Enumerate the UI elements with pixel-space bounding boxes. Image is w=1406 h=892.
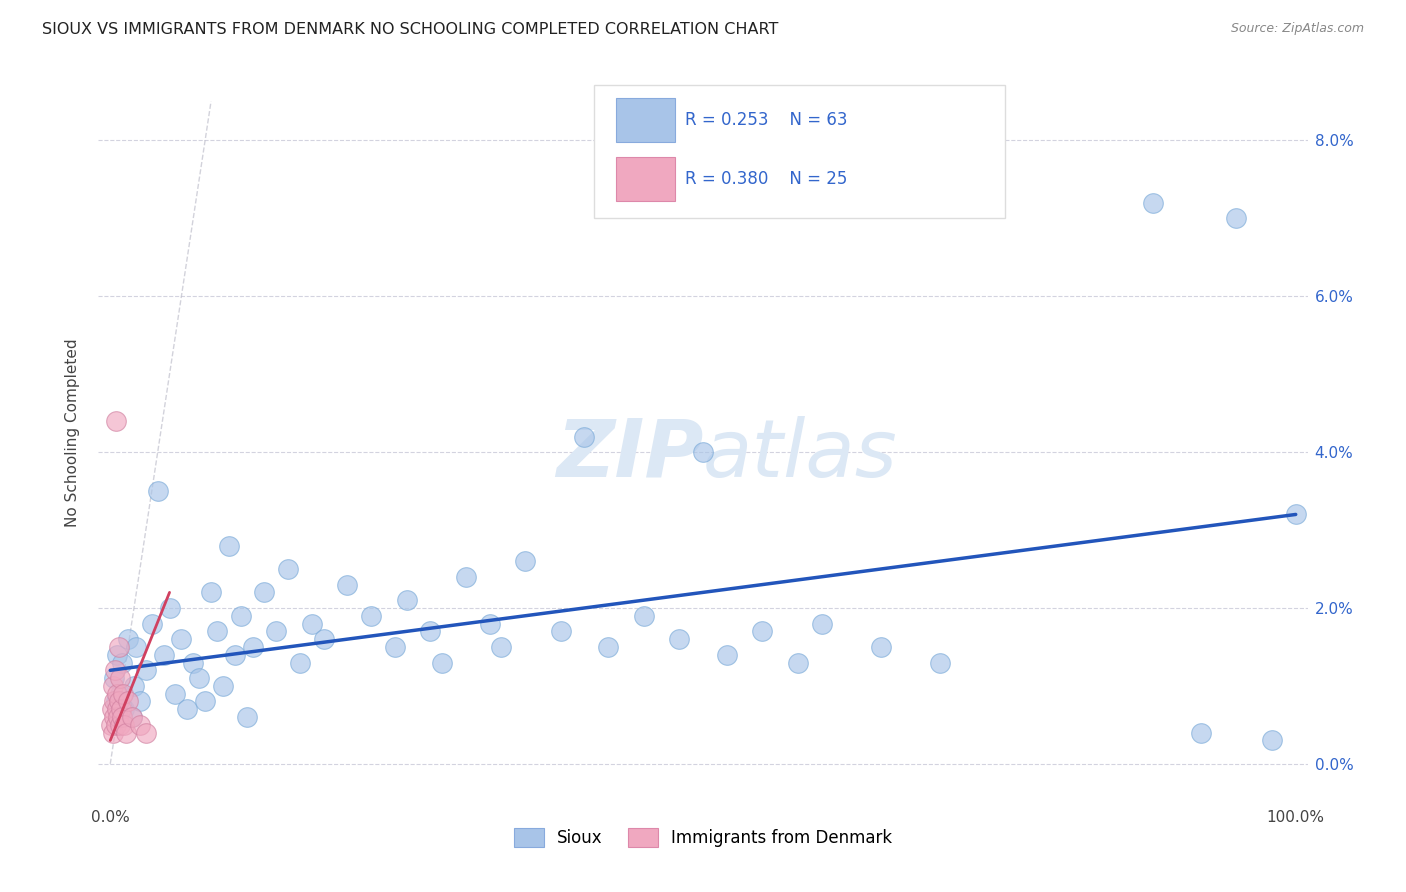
- Point: [301, 616, 323, 631]
- FancyBboxPatch shape: [616, 98, 675, 142]
- Text: R = 0.380    N = 25: R = 0.380 N = 25: [685, 170, 848, 188]
- Point: [176, 702, 198, 716]
- Point: [103, 694, 125, 708]
- Point: [117, 632, 139, 647]
- Text: atlas: atlas: [703, 416, 898, 494]
- Point: [110, 671, 132, 685]
- Point: [786, 656, 808, 670]
- Y-axis label: No Schooling Completed: No Schooling Completed: [65, 338, 80, 527]
- Point: [111, 710, 134, 724]
- Point: [716, 648, 738, 662]
- Point: [432, 656, 454, 670]
- Point: [101, 702, 124, 716]
- Point: [668, 632, 690, 647]
- Point: [336, 577, 359, 591]
- Point: [103, 671, 125, 685]
- Point: [751, 624, 773, 639]
- Point: [574, 429, 596, 443]
- Point: [107, 710, 129, 724]
- Point: [121, 710, 143, 724]
- Point: [454, 570, 477, 584]
- Point: [1225, 211, 1247, 226]
- Point: [141, 616, 163, 631]
- Point: [104, 663, 127, 677]
- Point: [105, 648, 128, 662]
- Point: [105, 414, 128, 428]
- Point: [112, 687, 135, 701]
- Point: [515, 554, 537, 568]
- Point: [129, 694, 152, 708]
- Point: [105, 687, 128, 701]
- Point: [152, 648, 174, 662]
- Point: [264, 624, 287, 639]
- Point: [108, 687, 131, 701]
- Point: [692, 445, 714, 459]
- Point: [108, 718, 131, 732]
- Point: [122, 679, 145, 693]
- Point: [110, 702, 132, 716]
- Point: [478, 616, 501, 631]
- Point: [384, 640, 406, 654]
- Legend: Sioux, Immigrants from Denmark: Sioux, Immigrants from Denmark: [508, 822, 898, 854]
- Point: [100, 718, 122, 732]
- Point: [633, 608, 655, 623]
- Point: [1142, 195, 1164, 210]
- Point: [235, 710, 257, 724]
- Point: [146, 484, 169, 499]
- Point: [312, 632, 335, 647]
- Point: [135, 663, 157, 677]
- Point: [419, 624, 441, 639]
- Point: [550, 624, 572, 639]
- Point: [111, 656, 134, 670]
- Point: [218, 539, 240, 553]
- Point: [929, 656, 952, 670]
- Text: Source: ZipAtlas.com: Source: ZipAtlas.com: [1230, 22, 1364, 36]
- Point: [103, 725, 125, 739]
- Point: [1261, 733, 1284, 747]
- Point: [105, 702, 128, 716]
- Point: [1285, 508, 1308, 522]
- FancyBboxPatch shape: [595, 85, 1005, 218]
- FancyBboxPatch shape: [616, 157, 675, 201]
- Point: [107, 640, 129, 654]
- Point: [491, 640, 513, 654]
- Point: [869, 640, 891, 654]
- Point: [170, 632, 193, 647]
- Point: [1189, 725, 1212, 739]
- Point: [188, 671, 211, 685]
- Point: [114, 702, 136, 716]
- Point: [205, 624, 228, 639]
- Point: [114, 725, 136, 739]
- Point: [105, 694, 128, 708]
- Point: [117, 694, 139, 708]
- Point: [165, 687, 187, 701]
- Point: [114, 718, 136, 732]
- Point: [224, 648, 246, 662]
- Point: [194, 694, 217, 708]
- Point: [229, 608, 252, 623]
- Point: [159, 601, 181, 615]
- Point: [242, 640, 264, 654]
- Point: [360, 608, 382, 623]
- Point: [108, 694, 131, 708]
- Text: R = 0.253    N = 63: R = 0.253 N = 63: [685, 112, 848, 129]
- Point: [200, 585, 222, 599]
- Point: [181, 656, 204, 670]
- Point: [288, 656, 311, 670]
- Point: [125, 640, 148, 654]
- Point: [104, 718, 127, 732]
- Text: SIOUX VS IMMIGRANTS FROM DENMARK NO SCHOOLING COMPLETED CORRELATION CHART: SIOUX VS IMMIGRANTS FROM DENMARK NO SCHO…: [42, 22, 779, 37]
- Point: [598, 640, 620, 654]
- Point: [277, 562, 299, 576]
- Point: [103, 710, 125, 724]
- Point: [101, 679, 124, 693]
- Point: [253, 585, 276, 599]
- Point: [135, 725, 157, 739]
- Point: [129, 718, 152, 732]
- Point: [395, 593, 418, 607]
- Point: [810, 616, 832, 631]
- Point: [212, 679, 235, 693]
- Point: [121, 710, 143, 724]
- Text: ZIP: ZIP: [555, 416, 703, 494]
